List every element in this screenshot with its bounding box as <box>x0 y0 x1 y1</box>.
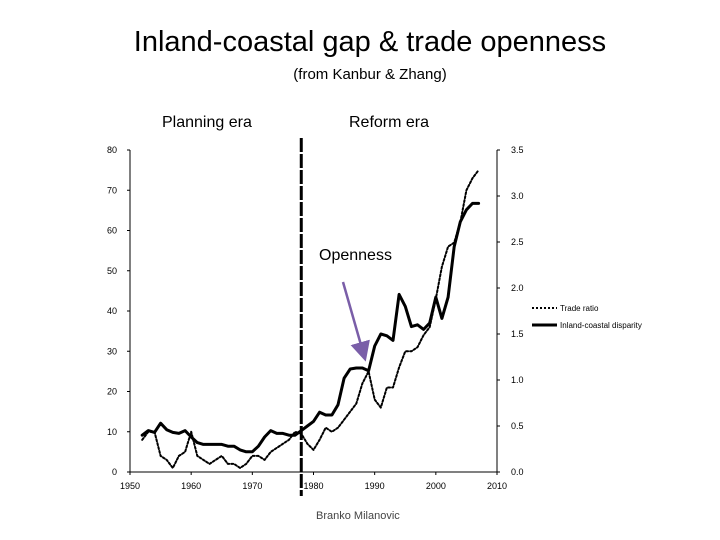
annotation: Openness <box>319 247 392 362</box>
series-line-inland-coastal-disparity <box>140 201 481 454</box>
openness-annotation: Openness <box>319 247 392 264</box>
reform-era-label: Reform era <box>349 114 430 131</box>
right-tick-label: 2.0 <box>511 283 524 293</box>
left-tick-label: 20 <box>107 387 117 397</box>
right-tick-label: 2.5 <box>511 237 524 247</box>
left-tick-label: 80 <box>107 145 117 155</box>
author-credit: Branko Milanovic <box>316 510 400 522</box>
legend-label-inland-coastal-disparity: Inland-coastal disparity <box>560 321 642 330</box>
left-tick-label: 70 <box>107 185 117 195</box>
right-tick-label: 1.0 <box>511 375 524 385</box>
x-tick-label: 1960 <box>181 481 201 491</box>
x-tick-label: 1990 <box>365 481 385 491</box>
right-tick-label: 0.0 <box>511 467 524 477</box>
chart-title: Inland-coastal gap & trade openness <box>133 26 607 58</box>
right-tick-label: 0.5 <box>511 421 524 431</box>
x-tick-label: 2000 <box>426 481 446 491</box>
axes <box>127 149 500 475</box>
x-tick-label: 1970 <box>242 481 262 491</box>
left-tick-label: 10 <box>107 427 117 437</box>
left-tick-label: 50 <box>107 266 117 276</box>
planning-era-label: Planning era <box>162 114 252 131</box>
x-tick-label: 2010 <box>487 481 507 491</box>
legend: Trade ratio Inland-coastal disparity <box>532 304 642 330</box>
chart-subtitle: (from Kanbur & Zhang) <box>293 66 447 83</box>
left-tick-label: 60 <box>107 226 117 236</box>
x-tick-label: 1980 <box>303 481 323 491</box>
left-tick-label: 0 <box>112 467 117 477</box>
tick-labels: 0 10 20 30 40 50 60 70 80 0.0 0.5 1.0 1.5 2.0 2.5 3.0 3.… <box>107 145 524 491</box>
right-tick-label: 1.5 <box>511 329 524 339</box>
legend-label-trade-ratio: Trade ratio <box>560 304 599 313</box>
series-lines <box>140 169 481 469</box>
left-tick-label: 30 <box>107 346 117 356</box>
right-tick-label: 3.5 <box>511 145 524 155</box>
left-tick-label: 40 <box>107 306 117 316</box>
x-tick-label: 1950 <box>120 481 140 491</box>
right-tick-label: 3.0 <box>511 191 524 201</box>
openness-arrow <box>341 281 370 362</box>
series-line-trade-ratio <box>141 169 480 469</box>
